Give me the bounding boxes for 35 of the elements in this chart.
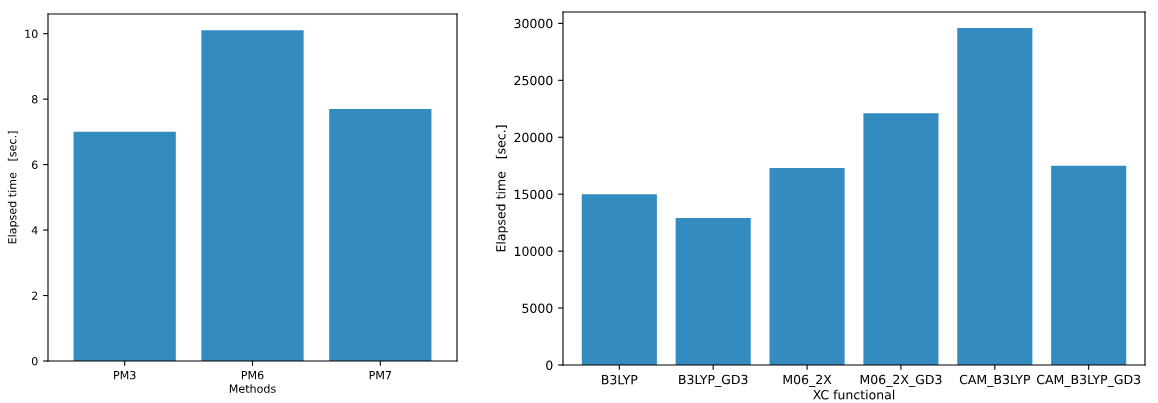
y-tick-label: 30000 (514, 18, 553, 29)
y-axis-title: Elapsed time [sec.] (7, 131, 19, 244)
y-tick-label: 4 (31, 226, 38, 235)
x-axis-title: Methods (229, 384, 276, 393)
x-tick-label: M06_2X_GD3 (860, 374, 942, 387)
y-tick-label: 20000 (514, 132, 553, 143)
y-tick-label: 5000 (522, 303, 553, 313)
x-tick-label: B3LYP_GD3 (679, 374, 748, 387)
bar (201, 30, 304, 361)
y-tick-label: 8 (31, 95, 38, 104)
x-tick-label: M06_2X (783, 374, 832, 387)
y-tick-label: 25000 (514, 75, 553, 86)
x-tick-label: CAM_B3LYP_GD3 (1036, 374, 1141, 387)
x-axis-title: XC functional (813, 389, 895, 400)
x-tick-label: PM7 (369, 371, 392, 380)
y-tick-label: 2 (32, 291, 38, 300)
x-tick-label: PM3 (114, 370, 136, 380)
y-tick-label: 6 (31, 160, 38, 169)
x-tick-label: PM6 (241, 370, 264, 380)
y-axis-title: Elapsed time [sec.] (495, 125, 508, 252)
x-tick-label: B3LYP (602, 374, 638, 385)
bar (863, 113, 939, 365)
bar (581, 194, 657, 365)
bar (329, 108, 432, 361)
y-tick-label: 0 (31, 356, 38, 366)
y-tick-label: 10 (25, 29, 38, 39)
y-tick-label: 0 (546, 360, 553, 370)
bar (73, 131, 176, 361)
bar (957, 27, 1033, 365)
bar (1051, 165, 1127, 365)
y-tick-label: 15000 (514, 189, 553, 200)
y-tick-label: 10000 (514, 246, 553, 257)
bar (769, 168, 845, 365)
bar (675, 218, 751, 365)
x-tick-label: CAM_B3LYP (959, 374, 1031, 387)
